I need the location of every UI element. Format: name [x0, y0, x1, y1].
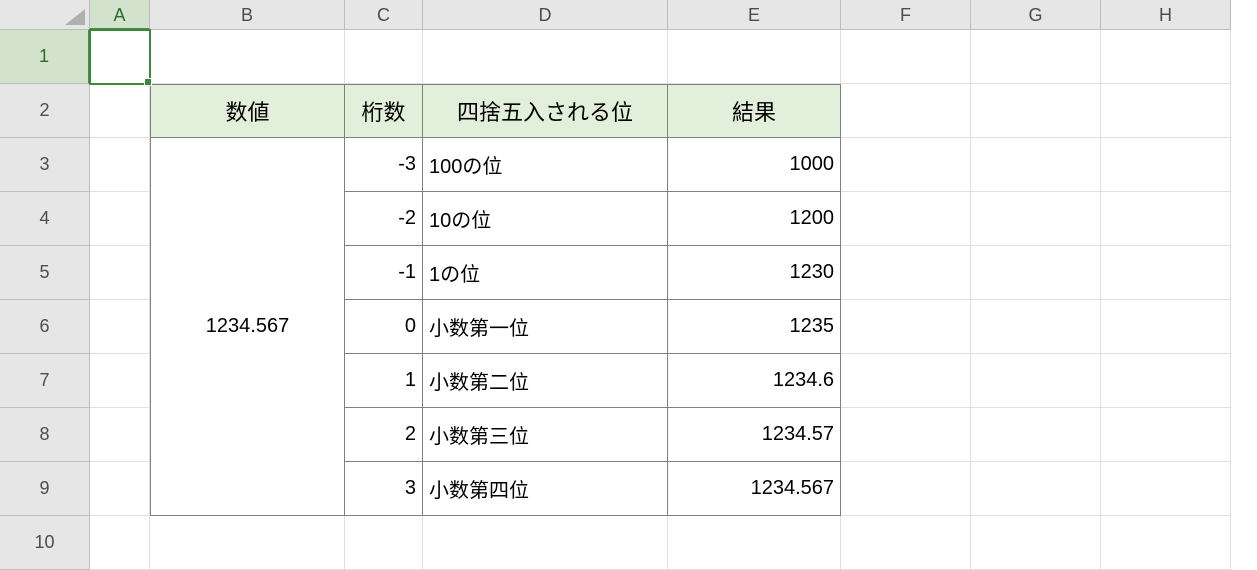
- cell-C7[interactable]: 1: [345, 354, 423, 408]
- cell-F6[interactable]: [841, 300, 971, 354]
- cell-G4[interactable]: [971, 192, 1101, 246]
- col-header-E[interactable]: E: [668, 0, 841, 30]
- cell-F2[interactable]: [841, 84, 971, 138]
- cell-D10[interactable]: [423, 516, 668, 570]
- cell-B10[interactable]: [150, 516, 345, 570]
- cell-F10[interactable]: [841, 516, 971, 570]
- spreadsheet-grid[interactable]: A B C D E F G H 1 2 数値 桁数 四捨五入される位 結果 3 …: [0, 0, 1257, 570]
- col-header-G[interactable]: G: [971, 0, 1101, 30]
- cell-G6[interactable]: [971, 300, 1101, 354]
- cell-C9[interactable]: 3: [345, 462, 423, 516]
- row-header-4[interactable]: 4: [0, 192, 90, 246]
- cell-G9[interactable]: [971, 462, 1101, 516]
- cell-H8[interactable]: [1101, 408, 1231, 462]
- cell-F9[interactable]: [841, 462, 971, 516]
- row-header-2[interactable]: 2: [0, 84, 90, 138]
- cell-H2[interactable]: [1101, 84, 1231, 138]
- cell-E6[interactable]: 1235: [668, 300, 841, 354]
- row-header-8[interactable]: 8: [0, 408, 90, 462]
- row-header-9[interactable]: 9: [0, 462, 90, 516]
- row-header-6[interactable]: 6: [0, 300, 90, 354]
- cell-H10[interactable]: [1101, 516, 1231, 570]
- cell-A9[interactable]: [90, 462, 150, 516]
- cell-D8[interactable]: 小数第三位: [423, 408, 668, 462]
- row-header-1[interactable]: 1: [0, 30, 90, 84]
- cell-G1[interactable]: [971, 30, 1101, 84]
- select-all-corner[interactable]: [0, 0, 90, 30]
- cell-D2[interactable]: 四捨五入される位: [423, 84, 668, 138]
- cell-C5[interactable]: -1: [345, 246, 423, 300]
- cell-F1[interactable]: [841, 30, 971, 84]
- cell-A6[interactable]: [90, 300, 150, 354]
- col-header-F[interactable]: F: [841, 0, 971, 30]
- cell-G5[interactable]: [971, 246, 1101, 300]
- cell-E5[interactable]: 1230: [668, 246, 841, 300]
- cell-F5[interactable]: [841, 246, 971, 300]
- cell-D3[interactable]: 100の位: [423, 138, 668, 192]
- cell-H9[interactable]: [1101, 462, 1231, 516]
- cell-H1[interactable]: [1101, 30, 1231, 84]
- cell-D9[interactable]: 小数第四位: [423, 462, 668, 516]
- cell-E3[interactable]: 1000: [668, 138, 841, 192]
- cell-E9[interactable]: 1234.567: [668, 462, 841, 516]
- cell-E7[interactable]: 1234.6: [668, 354, 841, 408]
- cell-H3[interactable]: [1101, 138, 1231, 192]
- cell-G7[interactable]: [971, 354, 1101, 408]
- cell-E2[interactable]: 結果: [668, 84, 841, 138]
- cell-C10[interactable]: [345, 516, 423, 570]
- col-header-C[interactable]: C: [345, 0, 423, 30]
- row-header-3[interactable]: 3: [0, 138, 90, 192]
- cell-G10[interactable]: [971, 516, 1101, 570]
- cell-B3-merged[interactable]: 1234.567: [150, 138, 345, 516]
- col-header-H[interactable]: H: [1101, 0, 1231, 30]
- row-header-5[interactable]: 5: [0, 246, 90, 300]
- cell-C6[interactable]: 0: [345, 300, 423, 354]
- cell-G8[interactable]: [971, 408, 1101, 462]
- cell-H4[interactable]: [1101, 192, 1231, 246]
- row-header-10[interactable]: 10: [0, 516, 90, 570]
- cell-B2[interactable]: 数値: [150, 84, 345, 138]
- cell-E8[interactable]: 1234.57: [668, 408, 841, 462]
- cell-A7[interactable]: [90, 354, 150, 408]
- cell-E4[interactable]: 1200: [668, 192, 841, 246]
- cell-D6[interactable]: 小数第一位: [423, 300, 668, 354]
- cell-A1[interactable]: [90, 30, 150, 84]
- cell-F4[interactable]: [841, 192, 971, 246]
- cell-C1[interactable]: [345, 30, 423, 84]
- cell-D7[interactable]: 小数第二位: [423, 354, 668, 408]
- cell-A8[interactable]: [90, 408, 150, 462]
- cell-C3[interactable]: -3: [345, 138, 423, 192]
- row-header-7[interactable]: 7: [0, 354, 90, 408]
- cell-F7[interactable]: [841, 354, 971, 408]
- col-header-D[interactable]: D: [423, 0, 668, 30]
- cell-D5[interactable]: 1の位: [423, 246, 668, 300]
- cell-H6[interactable]: [1101, 300, 1231, 354]
- cell-H7[interactable]: [1101, 354, 1231, 408]
- cell-E10[interactable]: [668, 516, 841, 570]
- cell-C4[interactable]: -2: [345, 192, 423, 246]
- cell-G3[interactable]: [971, 138, 1101, 192]
- col-header-A[interactable]: A: [90, 0, 150, 30]
- cell-D1[interactable]: [423, 30, 668, 84]
- cell-E1[interactable]: [668, 30, 841, 84]
- cell-F3[interactable]: [841, 138, 971, 192]
- cell-H5[interactable]: [1101, 246, 1231, 300]
- cell-B1[interactable]: [150, 30, 345, 84]
- cell-A5[interactable]: [90, 246, 150, 300]
- cell-G2[interactable]: [971, 84, 1101, 138]
- col-header-B[interactable]: B: [150, 0, 345, 30]
- cell-D4[interactable]: 10の位: [423, 192, 668, 246]
- cell-C8[interactable]: 2: [345, 408, 423, 462]
- cell-A2[interactable]: [90, 84, 150, 138]
- cell-F8[interactable]: [841, 408, 971, 462]
- cell-A4[interactable]: [90, 192, 150, 246]
- cell-A3[interactable]: [90, 138, 150, 192]
- cell-A10[interactable]: [90, 516, 150, 570]
- cell-C2[interactable]: 桁数: [345, 84, 423, 138]
